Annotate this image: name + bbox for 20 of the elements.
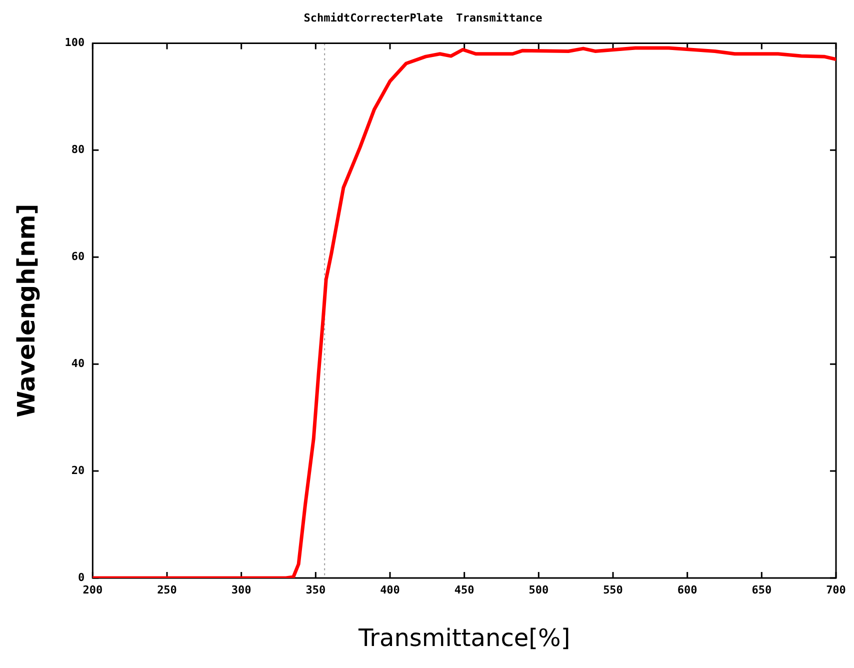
x-tick-label: 600 (677, 583, 698, 596)
y-tick-label: 80 (71, 143, 85, 156)
x-tick-label: 700 (826, 583, 846, 596)
x-tick-label: 200 (82, 583, 103, 596)
y-tick-label: 0 (78, 570, 85, 584)
x-tick-label: 250 (157, 583, 177, 596)
y-tick-label: 60 (71, 250, 85, 263)
chart-title: SchmidtCorrecterPlate Transmittance (304, 11, 543, 24)
x-tick-label: 400 (380, 583, 400, 596)
y-tick-label: 100 (64, 36, 85, 50)
x-tick-label: 350 (306, 583, 326, 596)
x-tick-label: 500 (528, 583, 549, 596)
x-axis-title: Transmittance[%] (357, 624, 570, 652)
x-tick-label: 450 (454, 583, 474, 596)
x-tick-label: 300 (231, 583, 252, 596)
y-tick-label: 40 (71, 356, 85, 370)
y-tick-label: 20 (71, 464, 85, 477)
x-tick-label: 650 (752, 583, 772, 596)
y-axis-title: Wavelengh[nm] (12, 204, 41, 418)
x-tick-label: 550 (603, 583, 623, 596)
